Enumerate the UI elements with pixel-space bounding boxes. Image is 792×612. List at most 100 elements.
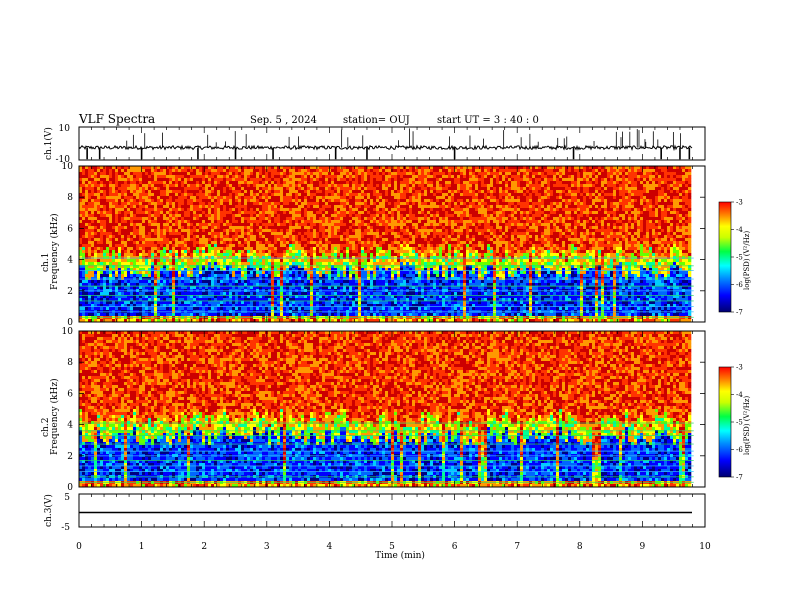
spectrogram-cell (199, 211, 202, 214)
spectrogram-cell (280, 232, 283, 235)
spectrogram-cell (319, 199, 322, 202)
spectrogram-cell (298, 229, 301, 232)
spectrogram-cell (286, 223, 289, 226)
spectrogram-cell (235, 301, 238, 304)
spectrogram-cell (241, 169, 244, 172)
spectrogram-cell (208, 301, 211, 304)
spectrogram-cell (331, 193, 334, 196)
spectrogram-cell (259, 223, 262, 226)
spectrogram-cell (88, 274, 91, 277)
spectrogram-cell (325, 274, 328, 277)
spectrogram-cell (133, 196, 136, 199)
spectrogram-cell (244, 214, 247, 217)
spectrogram-cell (151, 274, 154, 277)
spectrogram-cell (211, 259, 214, 262)
spectrogram-cell (85, 172, 88, 175)
spectrogram-cell (277, 235, 280, 238)
spectrogram-cell (283, 262, 286, 265)
spectrogram-cell (208, 202, 211, 205)
spectrogram-cell (130, 187, 133, 190)
spectrogram-cell (313, 313, 316, 316)
spectrogram-cell (313, 193, 316, 196)
spectrogram-cell (142, 238, 145, 241)
spectrogram-cell (337, 274, 340, 277)
spectrogram-cell (262, 190, 265, 193)
spectrogram-cell (121, 241, 124, 244)
spectrogram-cell (142, 232, 145, 235)
spectrogram-cell (139, 172, 142, 175)
spectrogram-cell (82, 253, 85, 256)
spectrogram-cell (154, 181, 157, 184)
spectrogram-cell (211, 250, 214, 253)
spectrogram-cell (292, 232, 295, 235)
spectrogram-cell (220, 253, 223, 256)
spectrogram-cell (328, 202, 331, 205)
spectrogram-cell (199, 208, 202, 211)
spectrogram-cell (130, 184, 133, 187)
spectrogram-cell (331, 220, 334, 223)
spectrogram-cell (136, 214, 139, 217)
ch1-waveform-line (79, 146, 692, 150)
spectrogram-cell (304, 211, 307, 214)
spectrogram-cell (271, 208, 274, 211)
spectrogram-cell (283, 232, 286, 235)
spectrogram-cell (199, 223, 202, 226)
spectrogram-cell (169, 226, 172, 229)
spectrogram-cell (307, 190, 310, 193)
spectrogram-cell (148, 184, 151, 187)
spectrogram-cell (331, 250, 334, 253)
spectrogram-cell (349, 274, 352, 277)
spectrogram-cell (346, 247, 349, 250)
spectrogram-cell (154, 271, 157, 274)
spectrogram-cell (160, 220, 163, 223)
spectrogram-cell (175, 205, 178, 208)
spectrogram-cell (205, 178, 208, 181)
spectrogram-cell (238, 208, 241, 211)
spectrogram-cell (343, 223, 346, 226)
spectrogram-cell (253, 211, 256, 214)
spectrogram-cell (151, 193, 154, 196)
spectrogram-cell (193, 205, 196, 208)
spectrogram-cell (115, 292, 118, 295)
spectrogram-cell (238, 235, 241, 238)
spectrogram-cell (175, 214, 178, 217)
spectrogram-cell (124, 214, 127, 217)
spectrogram-cell (190, 175, 193, 178)
spectrogram-cell (223, 244, 226, 247)
spectrogram-cell (121, 235, 124, 238)
spectrogram-cell (304, 313, 307, 316)
spectrogram-cell (268, 196, 271, 199)
spectrogram-cell (214, 187, 217, 190)
spectrogram-cell (184, 172, 187, 175)
spectrogram-cell (208, 175, 211, 178)
spectrogram-cell (316, 214, 319, 217)
spectrogram-cell (115, 280, 118, 283)
spectrogram-cell (169, 235, 172, 238)
spectrogram-cell (97, 313, 100, 316)
spectrogram-cell (337, 250, 340, 253)
spectrogram-cell (295, 229, 298, 232)
spectrogram-cell (199, 175, 202, 178)
spectrogram-cell (127, 214, 130, 217)
spectrogram-cell (331, 247, 334, 250)
spectrogram-cell (307, 178, 310, 181)
spectrogram-cell (106, 169, 109, 172)
spectrogram-cell (247, 250, 250, 253)
spectrogram-cell (355, 190, 358, 193)
spectrogram-cell (169, 313, 172, 316)
spectrogram-cell (298, 175, 301, 178)
spectrogram-cell (148, 214, 151, 217)
spectrogram-cell (142, 313, 145, 316)
spectrogram-cell (163, 178, 166, 181)
spectrogram-cell (304, 196, 307, 199)
spectrogram-cell (118, 313, 121, 316)
spectrogram-cell (187, 253, 190, 256)
spectrogram-cell (253, 205, 256, 208)
spectrogram-cell (250, 187, 253, 190)
spectrogram-cell (286, 241, 289, 244)
spectrogram-cell (175, 169, 178, 172)
spectrogram-cell (292, 259, 295, 262)
spectrogram-cell (307, 247, 310, 250)
spectrogram-cell (292, 235, 295, 238)
spectrogram-cell (268, 220, 271, 223)
